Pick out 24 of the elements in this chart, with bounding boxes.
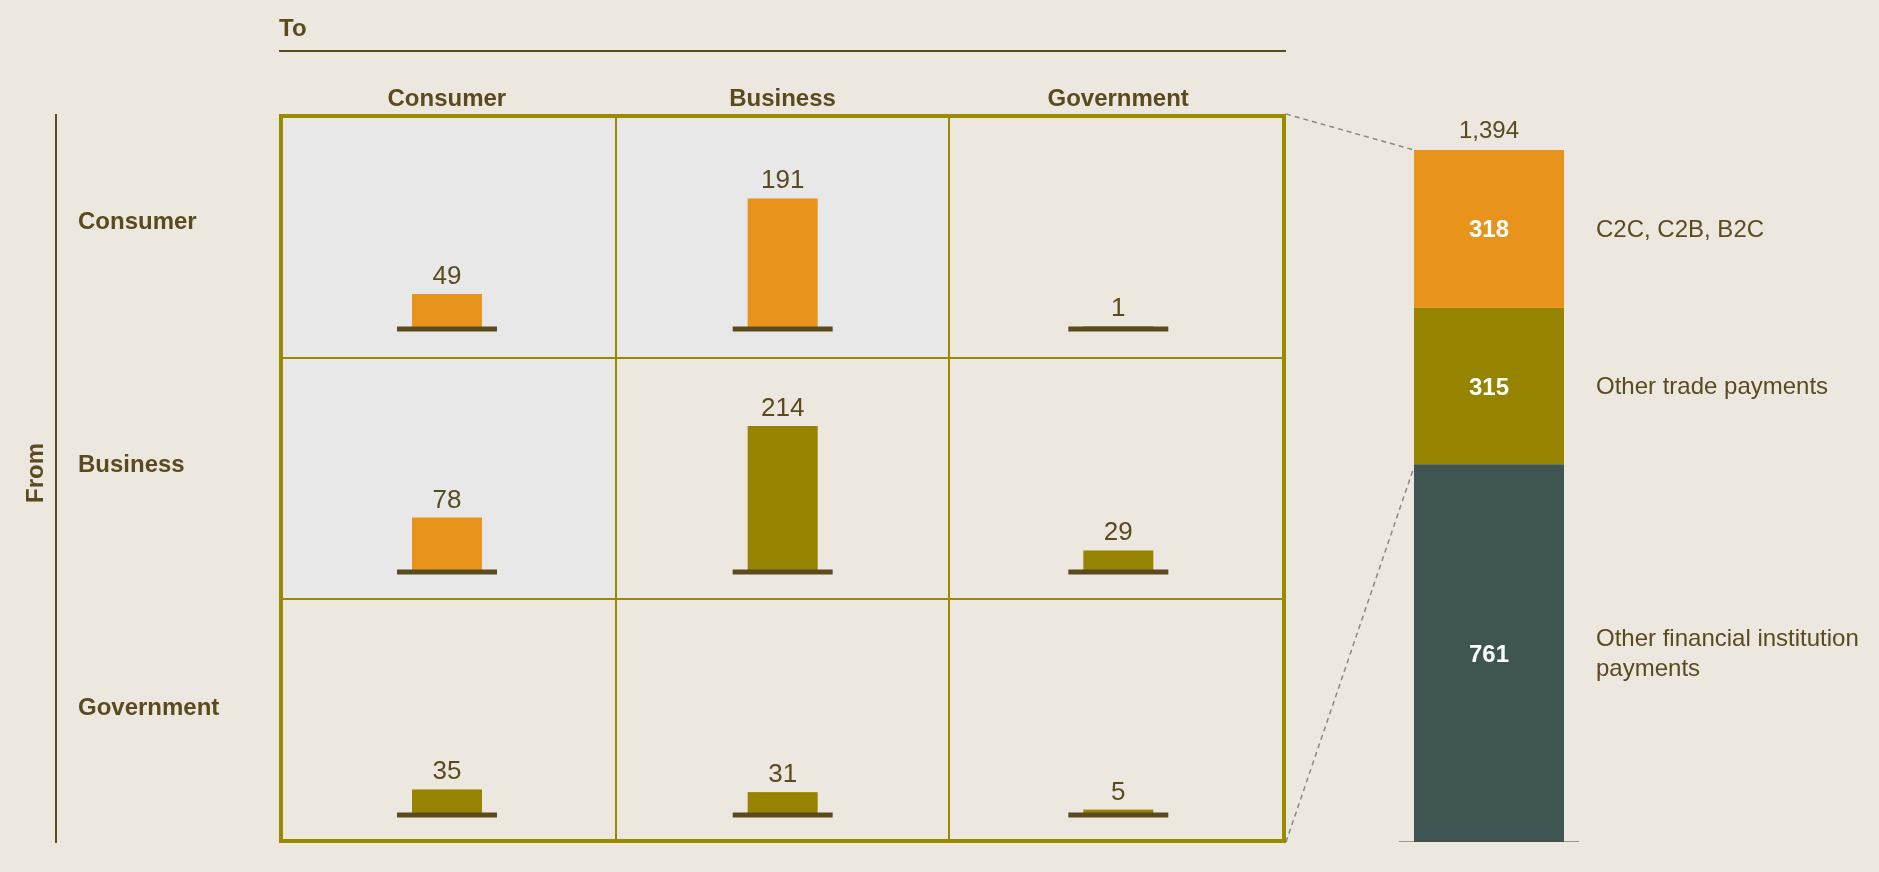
data-label: 31 [768,758,798,789]
data-label: 761 [1468,639,1510,667]
data-label: 1 [1111,292,1126,323]
data-label: 191 [760,164,805,195]
data-label: 78 [432,483,462,514]
x-tick-label: Consumer [387,84,507,111]
data-label: 214 [760,392,805,422]
data-label: 315 [1468,372,1510,400]
total-label: 1,394 [1458,116,1520,143]
data-label: 49 [432,260,462,291]
series-label: C2C, C2B, B2C [1596,213,1765,244]
x-axis-title: To [279,14,1286,52]
data-label: 29 [1103,516,1133,547]
x-tick-label: Government [1047,84,1189,111]
y-axis-title: Government [78,691,220,722]
data-label: 318 [1468,215,1510,243]
y-axis-title: Consumer [78,205,197,236]
x-tick-label: Business [729,84,836,111]
text: From [21,442,49,503]
data-label: 35 [432,755,462,786]
data-label: 5 [1111,775,1126,806]
y-axis-title: Business [78,448,185,479]
series-label: Other financial institution payments [1596,623,1860,684]
series-label: Other trade payments [1596,371,1829,402]
